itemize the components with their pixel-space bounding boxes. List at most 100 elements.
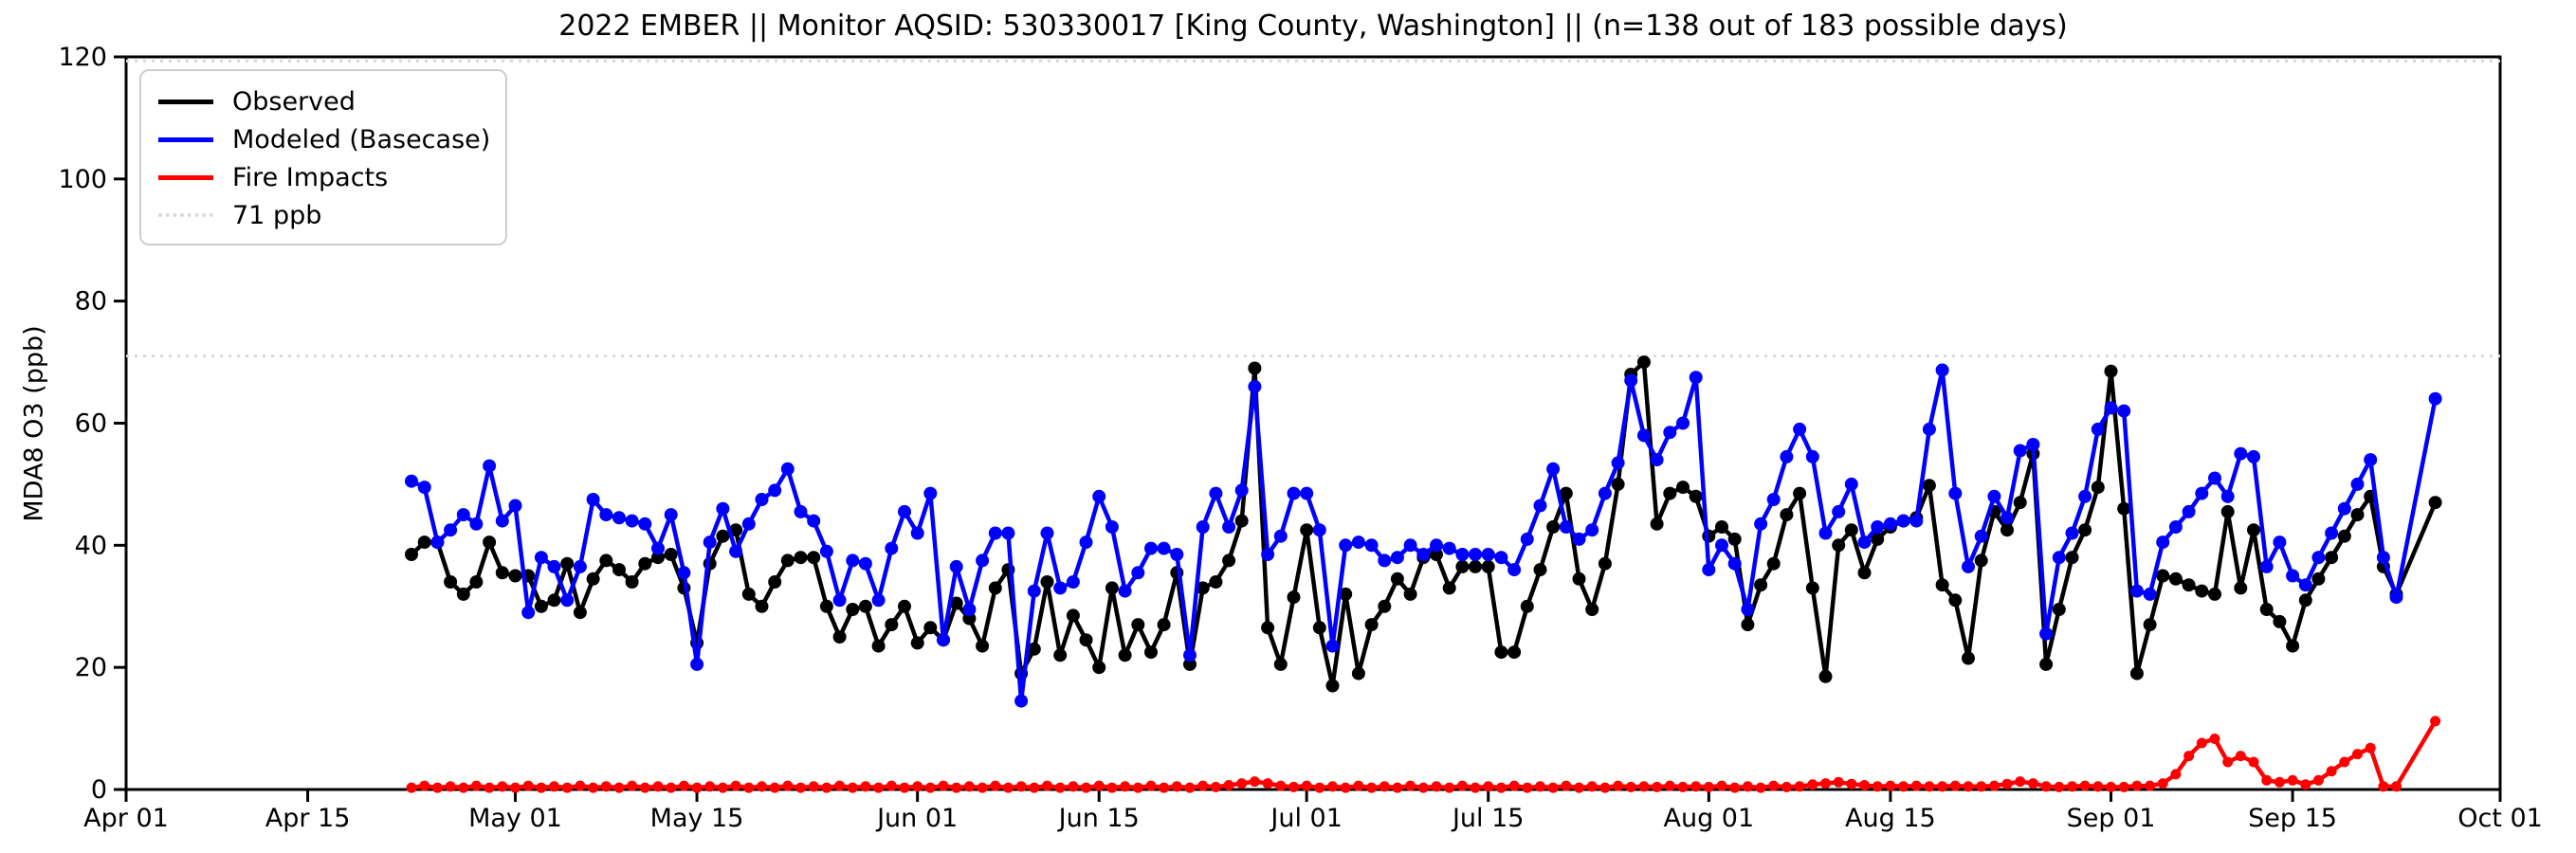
observed-series-point (417, 535, 431, 550)
modeled-series-point (625, 514, 639, 528)
observed-series-point (2117, 501, 2131, 516)
fire-series-point (1120, 781, 1131, 792)
fire-series-point (1495, 782, 1507, 793)
observed-series-point (1676, 481, 1690, 495)
modeled-series-point (1287, 486, 1301, 500)
modeled-series-point (2052, 551, 2066, 565)
observed-series-point (508, 569, 522, 583)
observed-series-point (1351, 666, 1365, 681)
observed-series-point (2298, 593, 2312, 608)
fire-series-point (1249, 776, 1260, 788)
modeled-series-point (1403, 538, 1417, 553)
fire-series-point (757, 781, 767, 792)
observed-series-point (2065, 551, 2079, 565)
modeled-series-point (768, 483, 782, 498)
modeled-series-point (1339, 538, 1353, 553)
fire-series-point (2312, 774, 2324, 786)
modeled-series-point (1066, 575, 1080, 589)
observed-series-point (1144, 645, 1158, 660)
fire-series-point (484, 782, 495, 793)
observed-series-point (846, 603, 860, 616)
observed-series-point (2234, 581, 2248, 595)
modeled-series-point (1987, 489, 2001, 503)
fire-series-point (2001, 778, 2013, 789)
legend-label-fire: Fire Impacts (232, 162, 389, 192)
fire-series-point (1742, 781, 1753, 792)
observed-series-point (534, 599, 548, 613)
fire-series-point (860, 781, 871, 792)
observed-series-point (2168, 572, 2183, 586)
modeled-series-point (638, 517, 652, 531)
observed-series-point (1105, 581, 1119, 595)
fire-series-point (1288, 781, 1299, 792)
observed-series-point (2156, 569, 2170, 583)
modeled-series-point (1053, 581, 1068, 595)
fire-series-point (1508, 780, 1520, 791)
modeled-series-point (1469, 548, 1482, 561)
fire-series-point (938, 780, 949, 791)
observed-series-point (1715, 520, 1728, 534)
fire-series-point (717, 782, 728, 793)
fire-series-point (431, 782, 443, 793)
x-tick-label: Jul 15 (1451, 804, 1525, 833)
modeled-series-point (2129, 584, 2144, 598)
observed-series-point (2337, 529, 2351, 543)
modeled-series-point (599, 508, 613, 522)
fire-series-point (2235, 751, 2246, 762)
fire-series-point (1535, 781, 1545, 792)
observed-series-point (612, 563, 626, 577)
modeled-series-point (1663, 426, 1677, 440)
observed-series-point (1040, 575, 1054, 589)
observed-series-point (573, 606, 587, 620)
observed-series-point (755, 599, 769, 613)
fire-series-point (1054, 782, 1066, 793)
fire-series-point (1976, 781, 1987, 792)
fire-series-point (1547, 782, 1559, 793)
fire-series-point (2339, 756, 2350, 768)
fire-series-point (691, 782, 703, 793)
fire-series-point (1068, 781, 1079, 792)
observed-series-point (1481, 559, 1495, 573)
modeled-series-point (1261, 548, 1275, 561)
fire-series-point (1470, 782, 1481, 793)
y-tick-label: 0 (91, 775, 107, 805)
observed-series-point (1261, 621, 1275, 635)
modeled-series-point (1922, 422, 1936, 436)
fire-series-point (1716, 780, 1727, 791)
fire-series-point (2222, 756, 2234, 768)
modeled-series-point (910, 526, 924, 540)
fire-series-point (1885, 780, 1896, 791)
observed-series-point (1520, 599, 1534, 613)
observed-series-point (2325, 551, 2339, 565)
observed-series-point (2311, 572, 2326, 586)
fire-series-point (2106, 781, 2116, 792)
observed-series-point (2013, 496, 2027, 510)
fire-series-point (1042, 780, 1052, 791)
fire-series-point (873, 782, 885, 793)
fire-series-point (2196, 737, 2207, 749)
modeled-series-point (1209, 486, 1223, 500)
observed-series-point (871, 639, 886, 653)
modeled-series-point (534, 551, 548, 565)
fire-series-point (2040, 781, 2052, 792)
modeled-series-point (871, 593, 886, 608)
observed-series-point (1546, 520, 1561, 534)
fire-series-point (1431, 781, 1442, 792)
modeled-series-point (1832, 504, 1846, 518)
modeled-series-point (832, 593, 847, 608)
modeled-series-point (2104, 401, 2118, 415)
modeled-series-point (1248, 379, 1262, 393)
modeled-series-point (1766, 493, 1781, 506)
observed-series-point (832, 630, 847, 644)
observed-series-point (1766, 556, 1781, 571)
modeled-series-point (1196, 520, 1210, 534)
fire-series-point (834, 780, 846, 791)
modeled-series-point (1559, 520, 1573, 534)
modeled-series-point (677, 566, 691, 580)
fire-series-point (2092, 781, 2104, 792)
observed-series-point (2001, 523, 2014, 537)
fire-series-point (1392, 782, 1403, 793)
fire-series-point (406, 782, 417, 793)
fire-series-point (1159, 782, 1170, 793)
observed-series-point (1157, 618, 1171, 632)
